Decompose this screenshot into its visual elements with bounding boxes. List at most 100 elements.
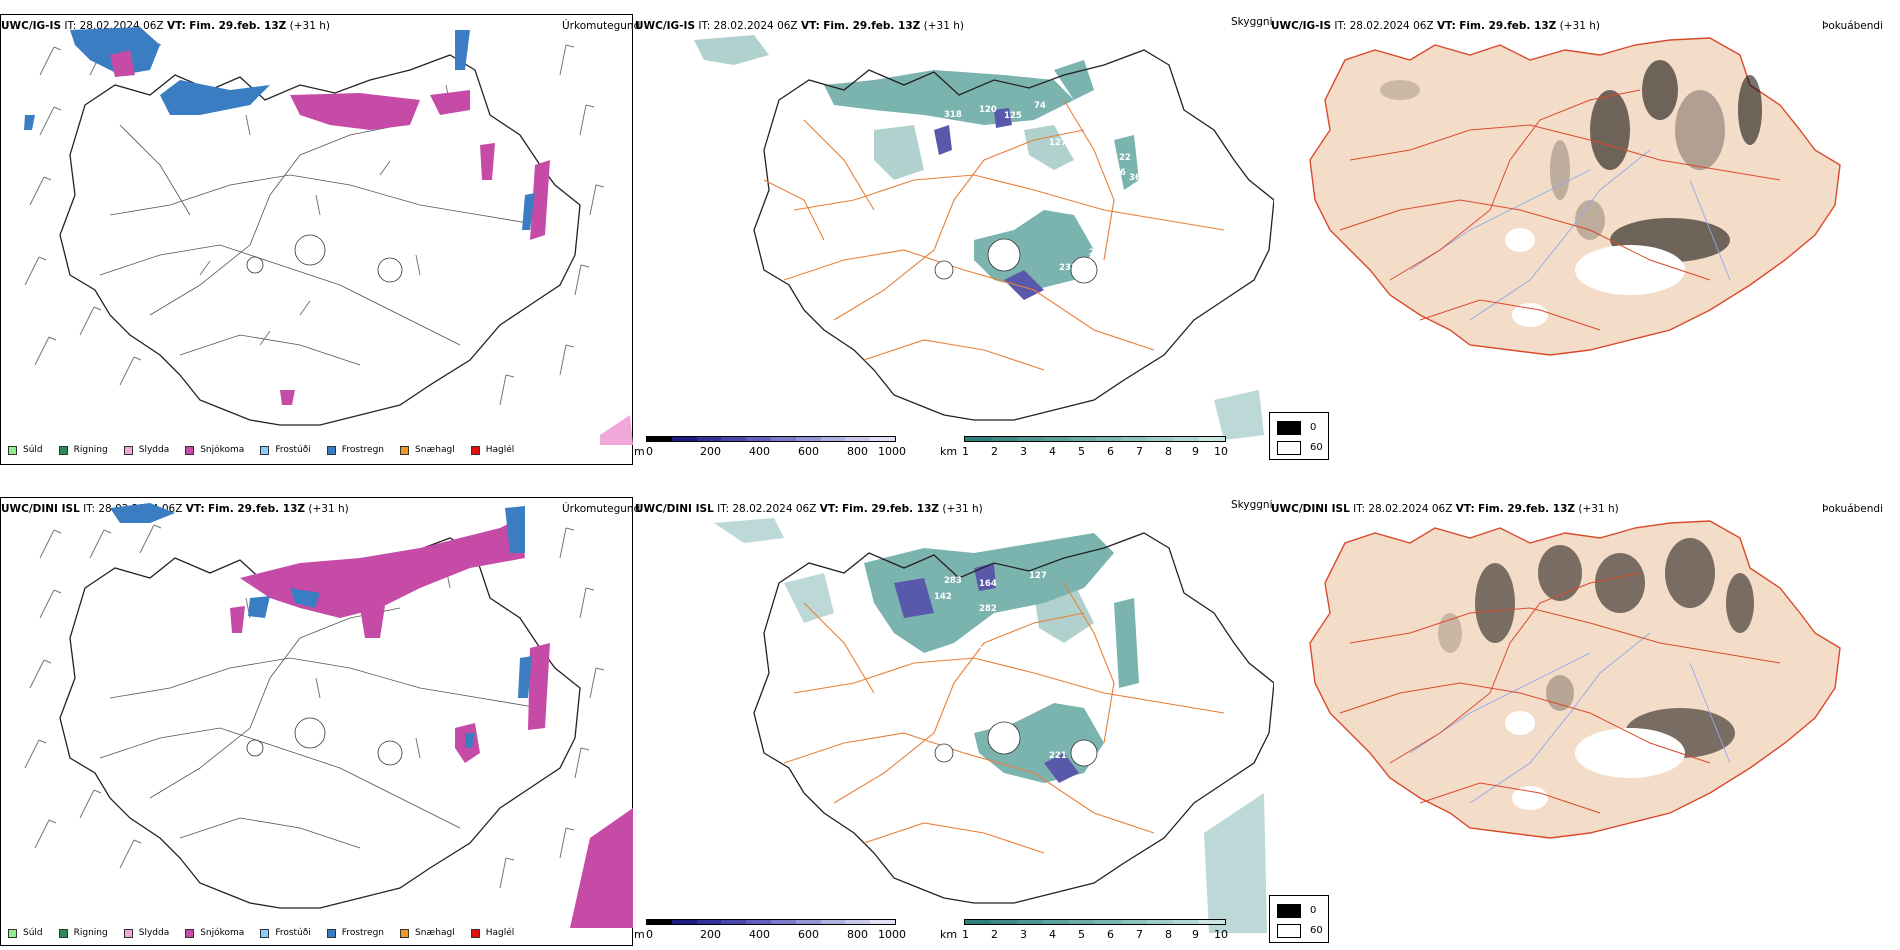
fog-legend-high: 0 [1310,905,1317,916]
visibility-value: 194 [1109,721,1127,731]
precip-legend-row2: Súld Rigning Slydda Snjókoma Frostúði Fr… [8,928,530,938]
lead-time: (+31 h) [1578,503,1619,515]
height-colorbar [646,919,896,925]
glaciers [246,717,403,766]
height-area [894,578,934,618]
fog-legend-row1: 0 60 [1269,412,1329,460]
panel-type-label: Þokuábendi [1822,503,1883,515]
legend-item: Frostúði [260,445,311,455]
wind-barbs [24,524,605,889]
it-value: 28.02.2024 06Z [1349,20,1434,32]
glaciers [246,234,403,283]
visibility-value: 283 [944,576,962,586]
vt-label: VT: [800,20,820,32]
fog-panel-row2: UWC/DINI ISL IT: 28.02.2024 06Z VT: Fim.… [1270,483,1900,893]
map-frame [0,14,633,465]
panel-type-label: Úrkomutegund [562,20,640,32]
visibility-tick: 9 [1192,445,1199,458]
visibility-tick: 7 [1136,445,1143,458]
vt-label: VT: [185,503,205,515]
visibility-tick: 2 [991,445,998,458]
map-frame [0,497,633,946]
height-tick: 600 [798,445,819,458]
legend-item: Frostregn [326,928,384,938]
road-network [99,124,541,366]
height-unit: m [634,445,645,458]
visibility-map-row1: 318 120 125 74 173 127 22 76 36 233 167 … [694,35,1274,440]
visibility-panel-row2: UWC/DINI ISL IT: 28.02.2024 06Z VT: Fim.… [634,483,1274,950]
legend-item: Frostregn [326,445,384,455]
height-tick: 1000 [878,928,906,941]
precip-areas [110,503,633,928]
visibility-value: 233 [1059,263,1077,273]
visibility-value: 318 [944,110,962,120]
legend-item: Rigning [58,928,108,938]
height-tick: 800 [847,928,868,941]
visibility-value: 125 [1004,111,1022,121]
vt-label: VT: [1455,503,1475,515]
visibility-tick: 4 [1049,928,1056,941]
legend-item: Rigning [58,445,108,455]
height-area [934,125,952,155]
panel-title: UWC/IG-IS IT: 28.02.2024 06Z VT: Fim. 29… [635,20,964,32]
glaciers [1505,711,1685,810]
legend-item: Súld [8,928,43,938]
visibility-value: 173 [994,133,1012,143]
height-tick: 600 [798,928,819,941]
visibility-tick: 10 [1214,928,1228,941]
fog-legend-high: 0 [1310,422,1317,433]
road-network [1339,572,1781,814]
road-network [1339,89,1781,331]
iceland-coastline [753,49,1274,421]
precip-legend-row1: Súld Rigning Slydda Snjókoma Frostúði Fr… [8,445,530,455]
fog-shading [1438,538,1754,758]
visibility-value: 164 [979,579,997,589]
legend-item: Snæhagl [400,928,455,938]
iceland-coastline [753,532,1274,904]
visibility-value: 127 [1049,138,1067,148]
it-value: 28.02.2024 06Z [713,20,798,32]
visibility-tick: 3 [1020,928,1027,941]
visibility-value-labels: 318 120 125 74 173 127 22 76 36 233 167 … [944,101,1141,276]
lead-time: (+31 h) [289,20,330,32]
legend-item: Slydda [123,928,169,938]
visibility-value: 119 [1114,746,1132,756]
fog-legend-low: 60 [1310,925,1323,936]
road-network [783,582,1225,854]
vt-value: Fim. 29.feb. 13Z [823,20,921,32]
vt-value: Fim. 29.feb. 13Z [1478,503,1576,515]
model-name: UWC/DINI ISL [1271,503,1350,515]
lead-time: (+31 h) [1559,20,1600,32]
fog-map-row2 [1309,520,1841,839]
height-tick: 1000 [878,445,906,458]
visibility-value: 59 [984,630,996,640]
visibility-colorbar [964,436,1226,442]
precip-areas [24,27,633,445]
fog-legend-row2: 0 60 [1269,895,1329,943]
fog-map-row1 [1309,37,1841,356]
visibility-tick: 1 [962,928,969,941]
it-label: IT: [698,20,711,32]
glaciers [934,238,1098,284]
it-value: 28.02.2024 06Z [1368,503,1453,515]
visibility-value: 22 [1119,153,1131,163]
visibility-unit: km [940,445,958,458]
visibility-value: 192 [1089,588,1107,598]
visibility-value: 127 [1029,571,1047,581]
visibility-tick: 4 [1049,445,1056,458]
model-name: UWC/IG-IS [635,20,696,32]
visibility-value: 767 [979,646,997,656]
fog-panel-row1: UWC/IG-IS IT: 28.02.2024 06Z VT: Fim. 29… [1270,0,1900,410]
visibility-value: 76 [1114,168,1126,178]
height-tick: 800 [847,445,868,458]
it-label: IT: [1334,20,1347,32]
visibility-tick: 8 [1165,445,1172,458]
it-label: IT: [717,503,730,515]
panel-title: UWC/IG-IS IT: 28.02.2024 06Z VT: Fim. 29… [1271,20,1600,32]
visibility-value: 74 [1034,101,1046,111]
it-label: IT: [64,20,77,32]
iceland-land [1309,520,1841,839]
panel-title: UWC/DINI ISL IT: 28.02.2024 06Z VT: Fim.… [1271,503,1619,515]
height-area [994,108,1012,128]
height-colorbar [646,436,896,442]
